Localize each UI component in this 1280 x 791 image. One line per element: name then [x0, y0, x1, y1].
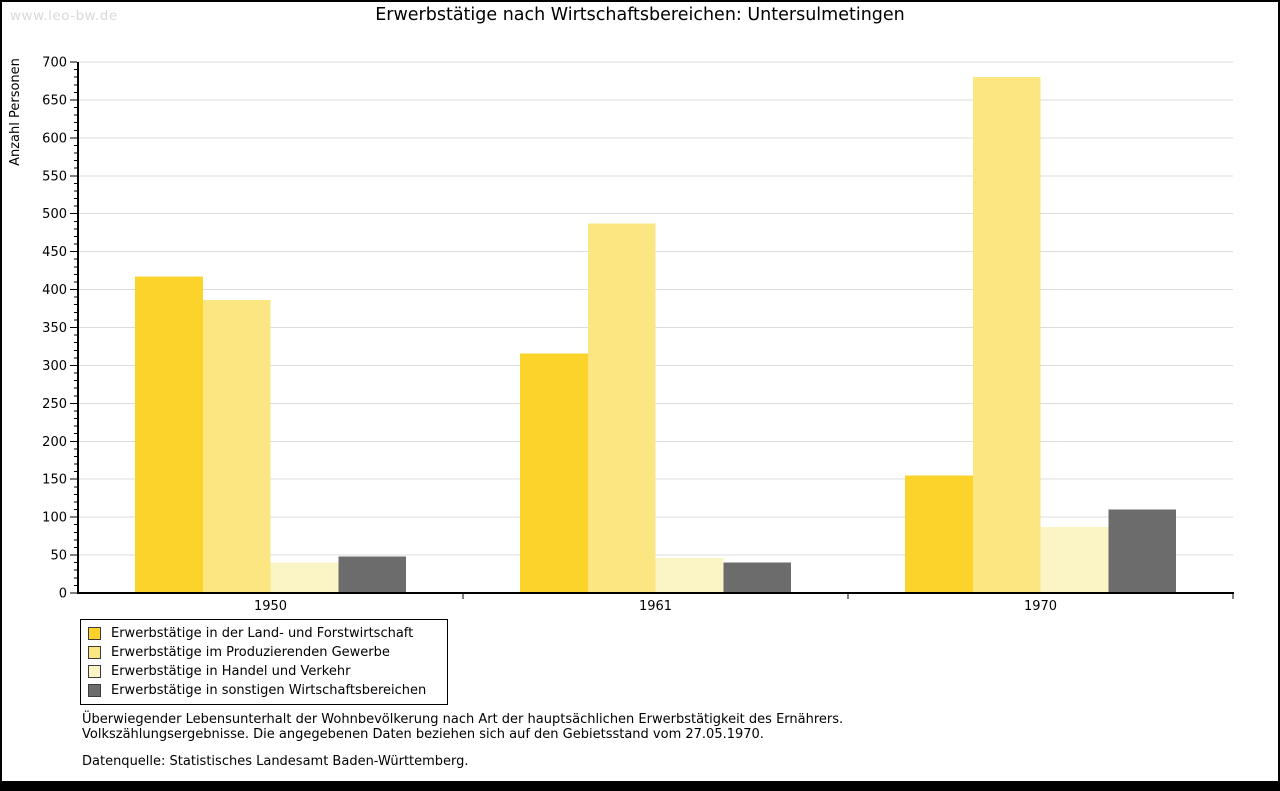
y-tick-label-550: 550	[42, 169, 67, 184]
legend-item-1: Erwerbstätige in der Land- und Forstwirt…	[88, 624, 441, 643]
legend-label-1: Erwerbstätige in der Land- und Forstwirt…	[111, 626, 414, 641]
legend-swatch-2	[88, 646, 101, 659]
bar-1970-series4	[1108, 509, 1176, 593]
bar-1950-series2	[202, 300, 271, 593]
x-tick-label-1961: 1961	[639, 599, 672, 614]
legend-item-3: Erwerbstätige in Handel und Verkehr	[88, 662, 441, 681]
bar-1970-series3	[1040, 527, 1109, 593]
y-tick-label-450: 450	[42, 245, 67, 260]
y-axis-label: Anzahl Personen	[8, 58, 23, 166]
bottom-frame-bar	[2, 781, 1278, 789]
legend-item-2: Erwerbstätige im Produzierenden Gewerbe	[88, 643, 441, 662]
y-tick-label-50: 50	[50, 549, 67, 564]
x-tick-label-1970: 1970	[1024, 599, 1057, 614]
bar-chart: 1950 1961 1970 0 50 100 150 200 250 300 350 400 450 5…	[42, 56, 1234, 614]
chart-title: Erwerbstätige nach Wirtschaftsbereichen:…	[375, 5, 905, 25]
legend: Erwerbstätige in der Land- und Forstwirt…	[80, 619, 448, 705]
y-tick-label-400: 400	[42, 283, 67, 298]
bar-1950-series4	[338, 556, 406, 593]
footer-note-line2: Volkszählungsergebnisse. Die angegebenen…	[82, 727, 764, 742]
bar-1970-series1	[905, 475, 973, 593]
bar-1961-series3	[655, 558, 724, 593]
y-tick-label-350: 350	[42, 321, 67, 336]
y-axis-line	[77, 62, 79, 593]
footer-note-line1: Überwiegender Lebensunterhalt der Wohnbe…	[82, 712, 844, 727]
legend-item-4: Erwerbstätige in sonstigen Wirtschaftsbe…	[88, 681, 441, 700]
legend-label-3: Erwerbstätige in Handel und Verkehr	[111, 664, 351, 679]
y-tick-label-100: 100	[42, 511, 67, 526]
footer-source: Datenquelle: Statistisches Landesamt Bad…	[82, 754, 469, 769]
legend-label-2: Erwerbstätige im Produzierenden Gewerbe	[111, 645, 390, 660]
bar-1950-series1	[135, 276, 203, 593]
bar-1950-series3	[270, 562, 339, 593]
y-tick-label-700: 700	[42, 56, 67, 71]
y-tick-label-150: 150	[42, 473, 67, 488]
legend-swatch-1	[88, 627, 101, 640]
watermark: www.leo-bw.de	[10, 8, 118, 24]
footer-note: Überwiegender Lebensunterhalt der Wohnbe…	[82, 712, 843, 742]
bar-1961-series1	[520, 353, 588, 593]
y-tick-label-0: 0	[59, 587, 67, 602]
y-tick-label-650: 650	[42, 93, 67, 108]
x-tick-label-1950: 1950	[254, 599, 287, 614]
y-tick-label-600: 600	[42, 131, 67, 146]
y-tick-label-250: 250	[42, 397, 67, 412]
y-tick-label-300: 300	[42, 359, 67, 374]
bar-1961-series2	[587, 223, 656, 593]
legend-label-4: Erwerbstätige in sonstigen Wirtschaftsbe…	[111, 683, 427, 698]
y-tick-label-500: 500	[42, 207, 67, 222]
legend-swatch-3	[88, 665, 101, 678]
bar-1961-series4	[723, 562, 791, 593]
legend-swatch-4	[88, 684, 101, 697]
y-tick-label-200: 200	[42, 435, 67, 450]
x-axis-line	[77, 592, 1234, 594]
bar-1970-series2	[972, 77, 1041, 593]
